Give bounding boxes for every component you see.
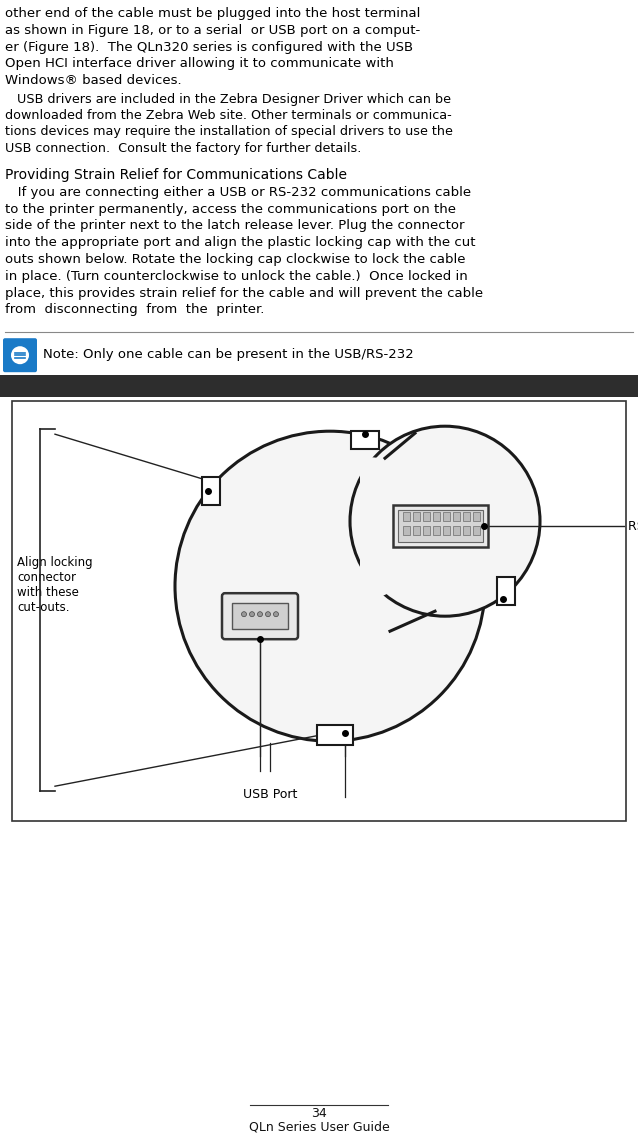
Bar [463, 513, 470, 522]
Text: USB drivers are included in the Zebra Designer Driver which can be: USB drivers are included in the Zebra De… [5, 93, 451, 105]
Text: into the appropriate port and align the plastic locking cap with the cut: into the appropriate port and align the … [5, 236, 475, 249]
Bar [422, 513, 429, 522]
Text: Windows® based devices.: Windows® based devices. [5, 74, 182, 87]
Bar [12, 401, 626, 821]
Text: USB connection.  Consult the factory for further details.: USB connection. Consult the factory for … [5, 142, 361, 154]
Bar [202, 477, 220, 506]
Bar [397, 510, 482, 542]
Bar [433, 513, 440, 522]
Bar [452, 526, 459, 535]
Text: Align locking
connector
with these
cut-outs.: Align locking connector with these cut-o… [17, 556, 93, 615]
Text: other end of the cable must be plugged into the host terminal: other end of the cable must be plugged i… [5, 7, 420, 20]
FancyBboxPatch shape [3, 338, 37, 372]
Text: from  disconnecting  from  the  printer.: from disconnecting from the printer. [5, 304, 264, 316]
Text: tions devices may require the installation of special drivers to use the: tions devices may require the installati… [5, 126, 453, 138]
Text: If you are connecting either a USB or RS-232 communications cable: If you are connecting either a USB or RS… [5, 186, 471, 198]
Bar [392, 506, 487, 548]
Text: er (Figure 18).  The QLn320 series is configured with the USB: er (Figure 18). The QLn320 series is con… [5, 41, 413, 53]
Bar [433, 526, 440, 535]
Text: outs shown below. Rotate the locking cap clockwise to lock the cable: outs shown below. Rotate the locking cap… [5, 253, 466, 266]
Bar [403, 513, 410, 522]
Circle shape [258, 611, 262, 617]
Bar [452, 513, 459, 522]
Polygon shape [360, 456, 415, 607]
Bar [413, 526, 420, 535]
Circle shape [265, 611, 271, 617]
Text: USB Port: USB Port [243, 788, 297, 802]
Text: to the printer permanently, access the communications port on the: to the printer permanently, access the c… [5, 203, 456, 215]
Bar [403, 526, 410, 535]
Circle shape [175, 431, 485, 742]
Text: Open HCI interface driver allowing it to communicate with: Open HCI interface driver allowing it to… [5, 58, 394, 70]
Circle shape [350, 426, 540, 616]
Bar [0, 375, 638, 397]
Bar [443, 513, 450, 522]
Circle shape [249, 611, 255, 617]
Bar [232, 603, 288, 629]
Text: RS-232 Port: RS-232 Port [628, 519, 638, 533]
Bar [413, 513, 420, 522]
Bar [497, 577, 515, 606]
FancyBboxPatch shape [222, 593, 298, 640]
Text: in place. (Turn counterclockwise to unlock the cable.)  Once locked in: in place. (Turn counterclockwise to unlo… [5, 270, 468, 282]
Text: downloaded from the Zebra Web site. Other terminals or communica-: downloaded from the Zebra Web site. Othe… [5, 109, 452, 122]
Bar [422, 526, 429, 535]
Text: Figure 19: Communications Port: Figure 19: Communications Port [8, 380, 250, 392]
Bar [443, 526, 450, 535]
Circle shape [11, 346, 29, 364]
Text: Providing Strain Relief for Communications Cable: Providing Strain Relief for Communicatio… [5, 168, 347, 181]
Bar [473, 513, 480, 522]
Text: place, this provides strain relief for the cable and will prevent the cable: place, this provides strain relief for t… [5, 287, 483, 299]
Bar [351, 431, 379, 449]
Text: QLn Series User Guide: QLn Series User Guide [249, 1122, 389, 1134]
Bar [317, 726, 353, 745]
Circle shape [274, 611, 279, 617]
Text: side of the printer next to the latch release lever. Plug the connector: side of the printer next to the latch re… [5, 219, 464, 232]
Circle shape [242, 611, 246, 617]
Text: Note: Only one cable can be present in the USB/RS-232: Note: Only one cable can be present in t… [43, 348, 414, 362]
Text: 34: 34 [311, 1107, 327, 1120]
Bar [463, 526, 470, 535]
Text: as shown in Figure 18, or to a serial  or USB port on a comput-: as shown in Figure 18, or to a serial or… [5, 24, 420, 36]
Bar [473, 526, 480, 535]
